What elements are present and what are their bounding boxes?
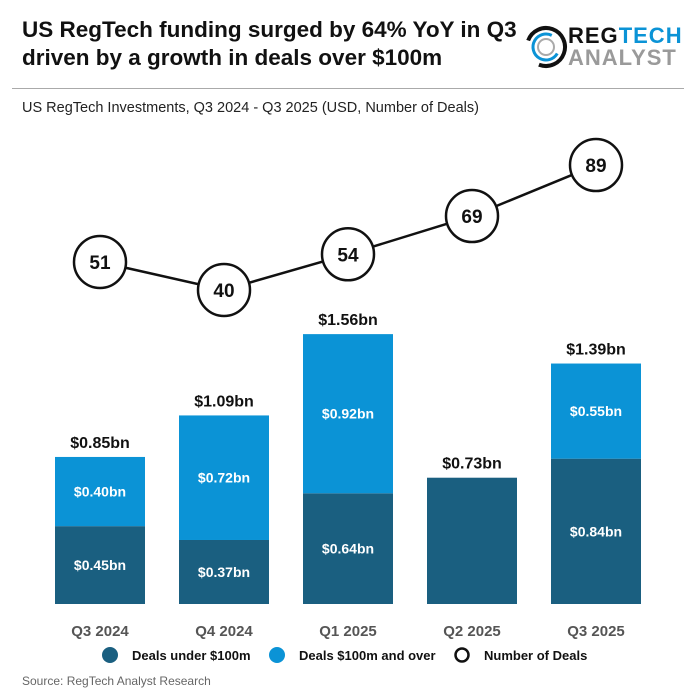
legend-marker xyxy=(269,647,285,663)
bar-segment-label: $0.84bn xyxy=(570,523,622,539)
legend-label: Deals $100m and over xyxy=(299,648,436,663)
bar-under-100m xyxy=(427,477,517,604)
x-tick-label: Q3 2025 xyxy=(567,623,625,640)
legend-label: Number of Deals xyxy=(484,648,587,663)
bar-total-label: $0.73bn xyxy=(442,456,502,473)
legend-label: Deals under $100m xyxy=(132,648,251,663)
bar-over-100m xyxy=(179,415,269,540)
bar-under-100m xyxy=(303,493,393,604)
deals-label: 51 xyxy=(89,253,111,274)
bar-segment-label: $0.55bn xyxy=(570,403,622,419)
deals-point xyxy=(320,227,376,282)
deals-label: 40 xyxy=(213,281,234,302)
deals-label: 69 xyxy=(461,207,482,228)
deals-point xyxy=(444,188,500,244)
bar-total-label: $1.39bn xyxy=(566,342,626,359)
deals-point xyxy=(196,262,252,318)
deals-point xyxy=(72,234,128,290)
bar-total-label: $0.85bn xyxy=(70,435,130,452)
x-tick-label: Q1 2025 xyxy=(319,623,377,640)
legend-marker xyxy=(102,647,118,663)
x-tick-label: Q2 2025 xyxy=(443,623,501,640)
bar-over-100m xyxy=(303,334,393,494)
bar-segment-label: $0.72bn xyxy=(198,470,250,486)
deals-label: 89 xyxy=(585,156,606,177)
bar-under-100m xyxy=(551,458,641,604)
bar-over-100m xyxy=(551,363,641,459)
bar-segment-label: $0.37bn xyxy=(198,564,250,580)
bar-total-label: $1.56bn xyxy=(318,312,378,329)
source-note: Source: RegTech Analyst Research xyxy=(22,674,211,688)
legend-marker xyxy=(454,647,470,663)
bar-under-100m xyxy=(55,526,145,604)
bar-under-100m xyxy=(179,539,269,604)
bar-segment-label: $0.40bn xyxy=(74,484,126,500)
chart-title: US RegTech funding surged by 64% YoY in … xyxy=(22,17,517,70)
bar-total-label: $1.09bn xyxy=(194,393,254,410)
bar-segment-label: $0.64bn xyxy=(322,541,374,557)
regtech-analyst-logo: REGTECH ANALYST xyxy=(524,22,684,72)
x-tick-label: Q3 2024 xyxy=(71,623,129,640)
chart-subtitle: US RegTech Investments, Q3 2024 - Q3 202… xyxy=(22,100,479,116)
bar-segment-label: $0.92bn xyxy=(322,406,374,422)
bar-over-100m xyxy=(55,456,145,527)
header-divider xyxy=(12,88,684,89)
deals-label: 54 xyxy=(337,245,359,266)
deals-point xyxy=(568,137,624,193)
bar-segment-label: $0.45bn xyxy=(74,557,126,573)
x-tick-label: Q4 2024 xyxy=(195,623,253,640)
logo-ring-icon xyxy=(525,25,567,68)
